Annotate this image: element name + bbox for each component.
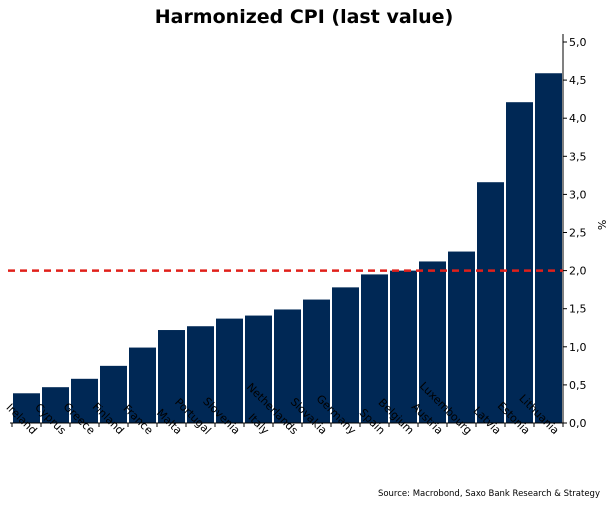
bar-cyprus [42, 387, 69, 423]
bar-greece [71, 378, 98, 423]
bar-netherlands [274, 309, 301, 423]
bar-latvia [477, 182, 504, 423]
y-tick-label: 3,0 [569, 188, 587, 201]
bar-italy [245, 315, 272, 423]
bar-slovenia [216, 318, 243, 423]
bar-finland [100, 365, 127, 423]
y-axis-unit-label: % [595, 220, 608, 230]
bar-ireland [13, 393, 40, 423]
y-tick-label: 1,5 [569, 303, 587, 316]
y-tick-label: 4,5 [569, 74, 587, 87]
y-tick-label: 5,0 [569, 36, 587, 49]
y-tick-label: 1,0 [569, 341, 587, 354]
bar-germany [332, 287, 359, 423]
source-note: Source: Macrobond, Saxo Bank Research & … [377, 489, 600, 499]
bar-spain [361, 274, 388, 423]
y-tick-label: 0,5 [569, 379, 587, 392]
y-tick-label: 2,0 [569, 265, 587, 278]
y-tick-label: 4,0 [569, 112, 587, 125]
bar-austria [419, 261, 446, 423]
bar-luxembourg [448, 251, 475, 423]
bar-portugal [187, 326, 214, 423]
y-tick-label: 3,5 [569, 150, 587, 163]
y-tick-label: 2,5 [569, 227, 587, 240]
chart-title: Harmonized CPI (last value) [154, 6, 454, 28]
bar-estonia [506, 102, 533, 423]
bar-belgium [390, 270, 417, 423]
bar-malta [158, 330, 185, 423]
bar-france [129, 347, 156, 423]
y-tick-label: 0,0 [569, 417, 587, 430]
bar-lithuania [535, 73, 562, 423]
bar-slovakia [303, 299, 330, 423]
